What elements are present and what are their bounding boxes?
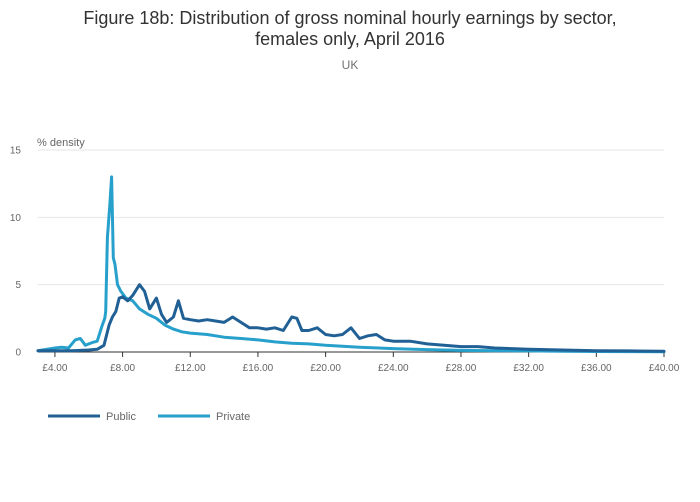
x-axis-ticks: £4.00 £8.00 £12.00 £16.00 £20.00 £24.00 £28.00… — [42, 352, 680, 374]
y-axis-label: % density — [37, 137, 85, 149]
x-tick-label: £36.00 — [581, 363, 612, 374]
y-tick-label: 0 — [15, 348, 21, 359]
y-axis-ticks: 0 5 10 15 — [10, 146, 22, 359]
series-lines — [36, 175, 666, 354]
x-tick-label: £40.00 — [649, 363, 680, 374]
chart-subtitle: UK — [341, 58, 359, 72]
x-tick-label: £4.00 — [42, 363, 67, 374]
y-tick-label: 5 — [15, 280, 21, 291]
y-tick-label: 10 — [10, 213, 22, 224]
chart-title-line-1: Figure 18b: Distribution of gross nomina… — [83, 8, 617, 28]
x-tick-label: £12.00 — [175, 363, 206, 374]
x-tick-label: £20.00 — [310, 363, 341, 374]
chart-title-line-2: females only, April 2016 — [255, 29, 445, 49]
legend: Public Private — [48, 411, 250, 423]
series-line-private — [36, 175, 666, 354]
legend-label-public: Public — [106, 411, 136, 423]
x-tick-label: £8.00 — [110, 363, 135, 374]
y-tick-label: 15 — [10, 146, 22, 157]
x-tick-label: £24.00 — [378, 363, 409, 374]
series-line-public — [36, 283, 666, 353]
x-tick-label: £28.00 — [446, 363, 477, 374]
chart-title: Figure 18b: Distribution of gross nomina… — [0, 8, 700, 50]
x-tick-label: £32.00 — [513, 363, 544, 374]
grid-lines — [38, 149, 664, 353]
x-tick-label: £16.00 — [243, 363, 274, 374]
legend-label-private: Private — [216, 411, 250, 423]
